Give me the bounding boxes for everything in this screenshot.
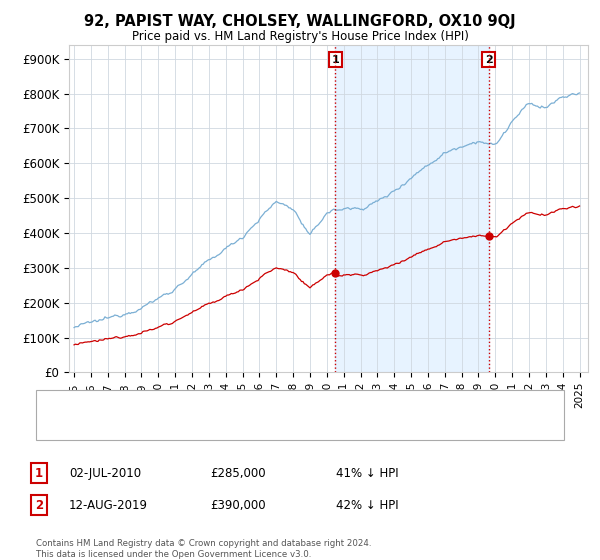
Text: £285,000: £285,000 <box>210 466 266 480</box>
Text: 42% ↓ HPI: 42% ↓ HPI <box>336 498 398 512</box>
Text: Price paid vs. HM Land Registry's House Price Index (HPI): Price paid vs. HM Land Registry's House … <box>131 30 469 43</box>
Bar <box>335 45 488 372</box>
Text: 02-JUL-2010: 02-JUL-2010 <box>69 466 141 480</box>
Text: 12-AUG-2019: 12-AUG-2019 <box>69 498 148 512</box>
Text: 92, PAPIST WAY, CHOLSEY, WALLINGFORD, OX10 9QJ: 92, PAPIST WAY, CHOLSEY, WALLINGFORD, OX… <box>84 14 516 29</box>
Text: 1: 1 <box>331 54 339 64</box>
Text: 1: 1 <box>35 466 43 480</box>
Text: £390,000: £390,000 <box>210 498 266 512</box>
Text: Contains HM Land Registry data © Crown copyright and database right 2024.
This d: Contains HM Land Registry data © Crown c… <box>36 539 371 559</box>
Text: 92, PAPIST WAY, CHOLSEY, WALLINGFORD, OX10 9QJ (detached house): 92, PAPIST WAY, CHOLSEY, WALLINGFORD, OX… <box>93 399 481 409</box>
Text: 41% ↓ HPI: 41% ↓ HPI <box>336 466 398 480</box>
Text: 2: 2 <box>485 54 493 64</box>
Text: HPI: Average price, detached house, South Oxfordshire: HPI: Average price, detached house, Sout… <box>93 422 394 432</box>
Text: 2: 2 <box>35 498 43 512</box>
